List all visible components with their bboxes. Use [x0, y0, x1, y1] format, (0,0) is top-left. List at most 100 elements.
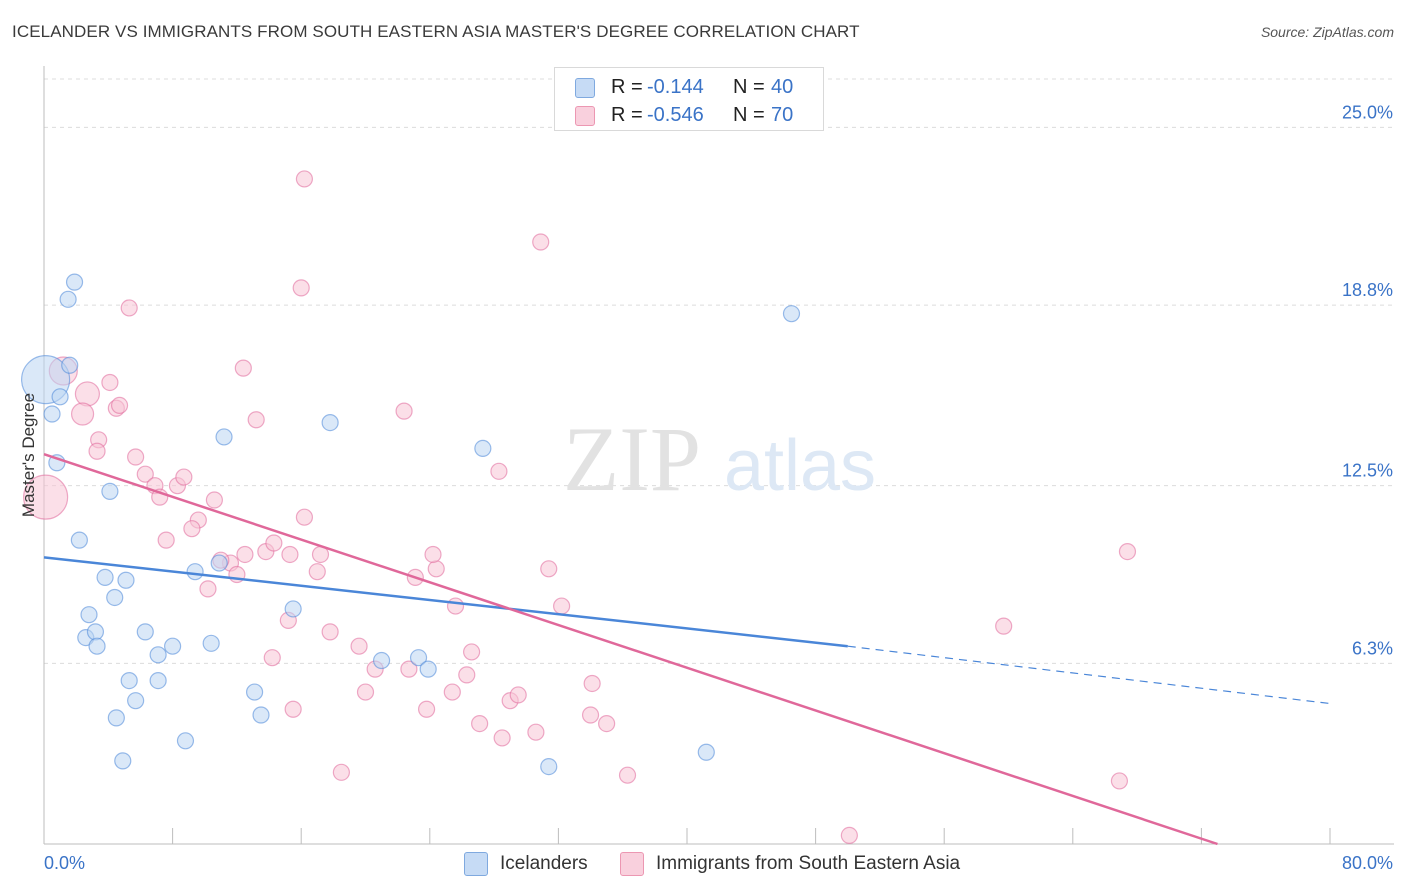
point-icelanders: [215, 428, 233, 446]
point-immigrants: [581, 706, 600, 724]
point-icelanders: [245, 683, 264, 701]
y-tick-labels: 6.3% 12.5% 18.8% 25.0%: [1342, 102, 1393, 658]
point-icelanders: [372, 651, 391, 670]
chart-title: ICELANDER VS IMMIGRANTS FROM SOUTH EASTE…: [12, 22, 860, 41]
point-immigrants: [234, 359, 252, 377]
point-icelanders: [96, 568, 114, 587]
point-icelanders: [59, 290, 77, 308]
point-immigrants: [88, 442, 106, 460]
point-immigrants: [400, 660, 418, 678]
point-immigrants: [101, 373, 119, 392]
point-immigrants: [458, 666, 476, 684]
stats-swatch-icelanders: [575, 78, 595, 98]
n-value: 40: [771, 76, 794, 98]
point-icelanders: [61, 356, 79, 374]
point-immigrants: [527, 723, 545, 741]
point-immigrants: [136, 465, 154, 483]
x-tick-label: 0.0%: [44, 853, 85, 873]
point-immigrants: [205, 491, 223, 509]
point-immigrants: [74, 381, 101, 407]
point-immigrants: [840, 826, 858, 845]
point-immigrants: [553, 597, 571, 615]
point-icelanders: [186, 563, 204, 581]
point-icelanders: [114, 752, 132, 770]
point-immigrants: [1110, 772, 1129, 790]
point-immigrants: [321, 623, 339, 641]
point-immigrants: [175, 468, 193, 486]
point-icelanders: [107, 709, 125, 727]
stats-box: R = -0.144 N = 40 R = -0.546 N = 70: [554, 67, 824, 131]
point-immigrants: [417, 700, 436, 718]
point-immigrants: [618, 766, 637, 784]
r-label: R =: [611, 104, 643, 126]
point-icelanders: [210, 554, 228, 572]
n-label: N =: [733, 104, 765, 126]
point-immigrants: [540, 560, 558, 578]
point-immigrants: [199, 580, 217, 598]
point-immigrants: [127, 448, 145, 466]
watermark: ZIP atlas: [563, 408, 876, 510]
point-immigrants: [493, 729, 511, 747]
point-immigrants: [583, 674, 601, 693]
point-icelanders: [782, 305, 801, 323]
y-tick-label: 6.3%: [1352, 638, 1393, 658]
legend-item-immigrants[interactable]: Immigrants from South Eastern Asia: [620, 852, 960, 876]
point-icelanders: [88, 637, 106, 655]
point-immigrants: [350, 637, 368, 655]
point-immigrants: [995, 617, 1013, 635]
source-label: Source: ZipAtlas.com: [1260, 24, 1394, 40]
point-icelanders: [51, 388, 69, 406]
point-immigrants: [236, 545, 254, 564]
point-immigrants: [292, 279, 310, 297]
point-icelanders: [80, 606, 98, 624]
r-value: -0.546: [647, 104, 704, 126]
point-immigrants: [284, 700, 302, 718]
point-icelanders: [697, 743, 715, 761]
point-icelanders: [127, 692, 145, 710]
n-value: 70: [771, 104, 794, 126]
point-immigrants: [295, 170, 314, 188]
point-immigrants: [281, 545, 299, 564]
r-label: R =: [611, 76, 643, 98]
legend-swatch-immigrants: [620, 852, 644, 876]
point-immigrants: [509, 686, 527, 704]
point-immigrants: [183, 520, 201, 538]
trend-line-immigrants: [43, 452, 1218, 846]
legend: Icelanders Immigrants from South Eastern…: [0, 852, 1406, 878]
point-immigrants: [263, 649, 281, 667]
point-immigrants: [70, 402, 95, 426]
point-icelanders: [409, 649, 428, 667]
point-icelanders: [321, 414, 339, 432]
n-label: N =: [733, 76, 765, 98]
point-icelanders: [474, 439, 492, 457]
point-icelanders: [176, 732, 195, 750]
point-icelanders: [43, 405, 61, 423]
point-immigrants: [427, 560, 445, 578]
point-icelanders: [136, 623, 154, 641]
legend-label-immigrants: Immigrants from South Eastern Asia: [656, 853, 961, 874]
point-icelanders: [70, 531, 88, 549]
point-immigrants: [157, 531, 175, 549]
point-icelanders: [419, 660, 437, 678]
point-immigrants: [462, 643, 481, 661]
point-immigrants: [424, 545, 442, 564]
point-immigrants: [471, 714, 489, 733]
y-tick-label: 25.0%: [1342, 102, 1393, 122]
point-icelanders: [65, 273, 84, 291]
point-immigrants: [332, 763, 350, 781]
point-immigrants: [532, 233, 550, 251]
point-icelanders: [117, 571, 135, 589]
stats-row-icelanders: R = -0.144 N = 40: [555, 73, 823, 101]
point-immigrants: [265, 534, 283, 552]
y-tick-label: 12.5%: [1342, 461, 1393, 481]
point-immigrants: [295, 508, 314, 526]
trend-line-icelanders: [43, 556, 848, 648]
point-immigrants: [598, 714, 616, 733]
trend-line-icelanders-extension: [847, 645, 1331, 705]
legend-item-icelanders[interactable]: Icelanders: [464, 852, 588, 876]
x-tick-label: 80.0%: [1342, 853, 1393, 873]
point-immigrants: [395, 402, 413, 420]
point-icelanders: [252, 706, 270, 724]
legend-label-icelanders: Icelanders: [500, 853, 588, 874]
watermark-zip: ZIP: [563, 408, 701, 510]
